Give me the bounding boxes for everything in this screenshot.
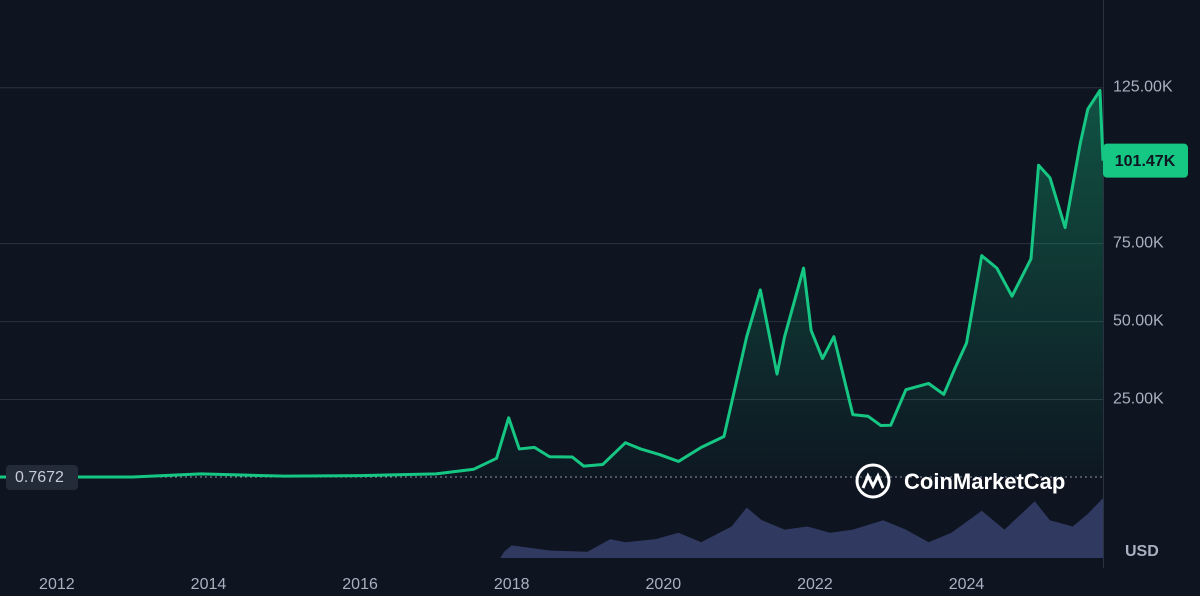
x-tick-label: 2014	[191, 576, 227, 593]
x-tick-label: 2020	[646, 576, 682, 593]
volume-area	[500, 498, 1103, 558]
watermark-logo	[855, 463, 891, 499]
end-price-badge	[1103, 143, 1188, 178]
x-tick-label: 2022	[797, 576, 833, 593]
y-tick-label: 75.00K	[1113, 234, 1164, 251]
y-tick-label: 25.00K	[1113, 390, 1164, 407]
y-tick-label: 125.00K	[1113, 79, 1173, 96]
price-line	[0, 88, 1105, 479]
x-tick-label: 2018	[494, 576, 530, 593]
currency-label: USD	[1125, 543, 1159, 560]
start-price-label: 0.7672	[15, 469, 64, 486]
y-tick-label: 50.00K	[1113, 312, 1164, 329]
end-price-label: 101.47K	[1115, 153, 1176, 170]
start-price-badge	[6, 464, 78, 490]
x-tick-label: 2012	[39, 576, 75, 593]
price-area	[0, 90, 1103, 477]
x-tick-label: 2016	[342, 576, 378, 593]
watermark: CoinMarketCap	[904, 469, 1065, 494]
x-tick-label: 2024	[949, 576, 985, 593]
